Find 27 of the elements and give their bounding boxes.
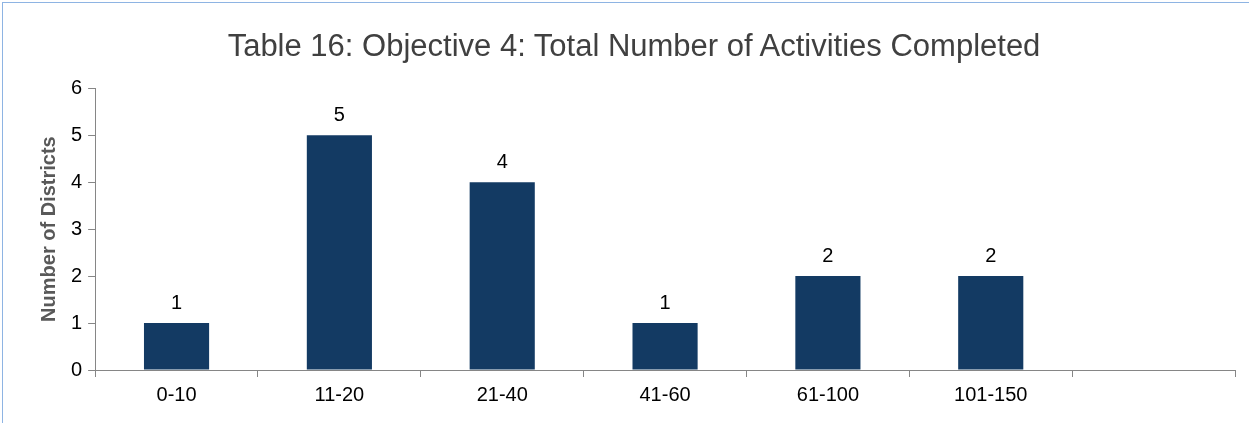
y-tick-label: 4: [71, 169, 83, 192]
data-label: 2: [822, 243, 834, 266]
data-label: 2: [985, 243, 997, 266]
x-tick-label: 0-10: [156, 382, 197, 405]
bar: [469, 182, 535, 370]
x-tick-label: 21-40: [476, 382, 528, 405]
y-tick-label: 5: [71, 122, 83, 145]
y-tick-label: 2: [71, 263, 83, 286]
bar: [143, 323, 210, 370]
data-label: 5: [333, 102, 345, 125]
y-tick-label: 3: [71, 216, 83, 239]
bar: [306, 135, 372, 370]
y-tick-label: 1: [71, 310, 83, 333]
data-label: 4: [496, 149, 508, 172]
x-tick-label: 101-150: [954, 382, 1028, 405]
y-tick-label: 6: [71, 75, 83, 98]
y-axis-title: Number of Districts: [36, 136, 59, 322]
x-tick-label: 61-100: [796, 382, 860, 405]
y-tick-label: 0: [71, 357, 83, 380]
x-tick-label: 11-20: [314, 382, 365, 405]
data-label: 1: [659, 290, 671, 313]
bar: [958, 276, 1024, 370]
data-label: 1: [170, 290, 183, 313]
bar: [632, 323, 698, 370]
x-tick-label: 41-60: [639, 382, 691, 405]
bar: [795, 276, 861, 370]
chart-title: Table 16: Objective 4: Total Number of Activities Completed: [227, 28, 1041, 64]
